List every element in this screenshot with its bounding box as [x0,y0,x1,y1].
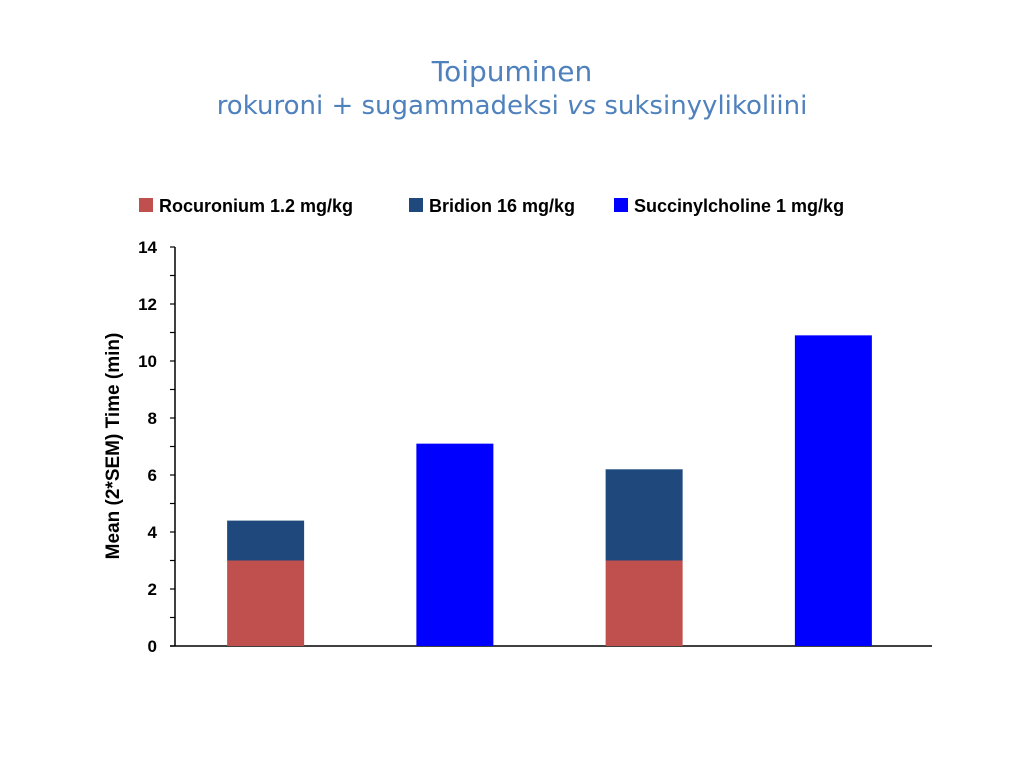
bar-rocuronium [227,560,305,646]
y-tick-label: 2 [148,580,157,599]
y-tick-label: 12 [138,295,157,314]
bar-bridion [227,520,305,561]
bar-succinylcholine [794,335,872,646]
title-main: Toipuminen [431,55,593,88]
y-tick-label: 6 [148,466,157,485]
bar-bridion [605,469,683,561]
bar-succinylcholine [416,443,494,646]
y-tick-label: 14 [138,238,157,257]
subtitle-part1: rokuroni + sugammadeksi [216,91,568,122]
legend-swatch [614,198,628,212]
y-tick-label: 4 [148,523,158,542]
slide-title: Toipuminen rokuroni + sugammadeksi vs su… [0,54,1024,124]
legend-swatch [139,198,153,212]
y-tick-label: 8 [148,409,157,428]
legend-label: Bridion 16 mg/kg [429,196,575,216]
legend-label: Rocuronium 1.2 mg/kg [159,196,353,216]
subtitle-part2: suksinyylikoliini [596,91,808,122]
y-tick-label: 0 [148,637,157,656]
bar-rocuronium [605,560,683,646]
title-subtitle: rokuroni + sugammadeksi vs suksinyylikol… [0,90,1024,124]
legend-swatch [409,198,423,212]
legend-label: Succinylcholine 1 mg/kg [634,196,844,216]
subtitle-italic: vs [567,91,597,122]
y-tick-label: 10 [138,352,157,371]
y-axis-title: Mean (2*SEM) Time (min) [103,333,124,560]
